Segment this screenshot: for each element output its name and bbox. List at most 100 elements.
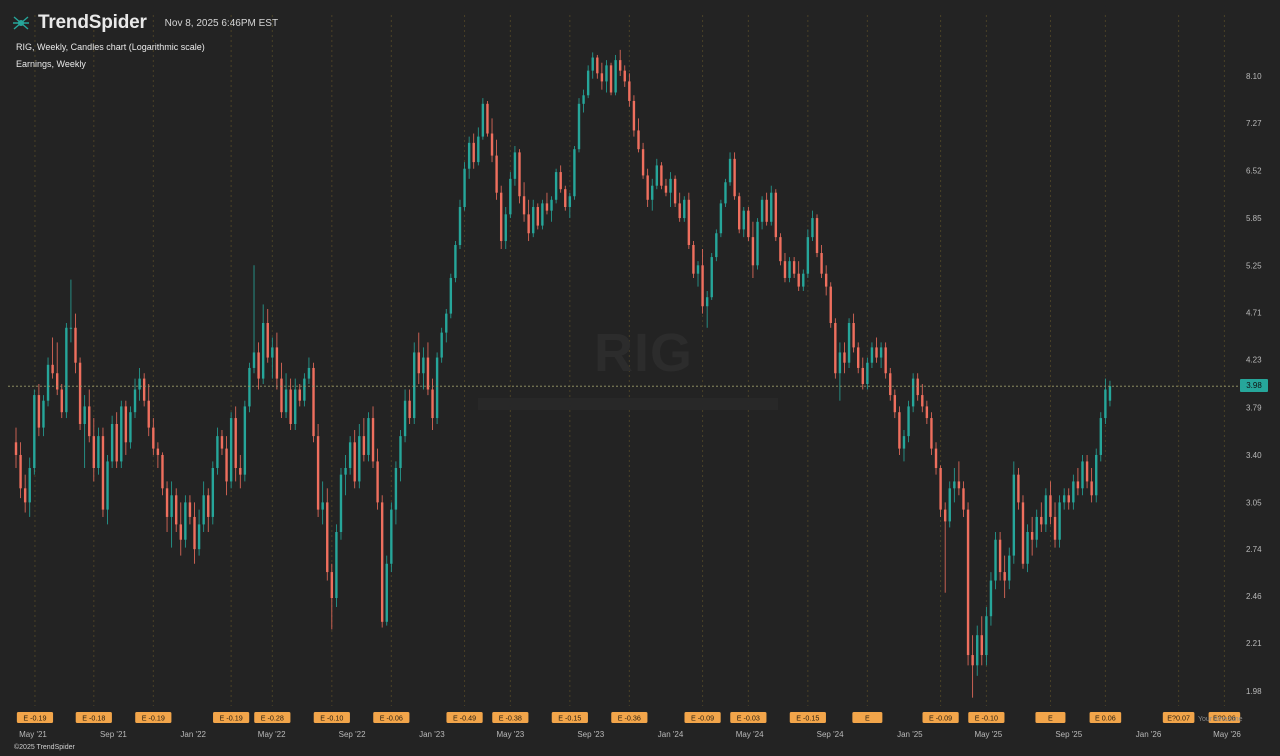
candle	[705, 290, 709, 328]
earnings-badge[interactable]: E -0.06	[373, 712, 410, 723]
candle	[696, 261, 700, 287]
candle	[637, 118, 640, 153]
candle	[829, 282, 832, 328]
x-tick-label: Sep '25	[1055, 730, 1082, 739]
candle-body	[353, 442, 356, 482]
candle-body	[499, 192, 503, 242]
earnings-badge[interactable]: E	[852, 712, 883, 723]
candle-body	[696, 265, 700, 274]
candle	[124, 400, 128, 455]
candle-body	[88, 406, 91, 437]
earnings-badge[interactable]: E -0.09	[922, 712, 959, 723]
candle-body	[422, 357, 425, 374]
earnings-badge[interactable]: E	[1035, 712, 1066, 723]
earnings-badge[interactable]: E -0.03	[730, 712, 767, 723]
candle-body	[559, 172, 562, 190]
candle-body	[834, 323, 837, 374]
candle-body	[660, 165, 663, 186]
earnings-badge[interactable]: E -0.38	[492, 712, 529, 723]
candle	[770, 185, 773, 226]
candle-body	[737, 196, 741, 230]
candle	[390, 502, 393, 573]
candle-body	[495, 155, 498, 193]
earnings-badge-label: E -0.49	[453, 714, 476, 723]
candle	[298, 384, 301, 407]
candle	[51, 337, 54, 379]
earnings-badge[interactable]: E -0.15	[789, 712, 826, 723]
candle	[522, 182, 526, 222]
candle-body	[770, 192, 773, 222]
candle-body	[669, 178, 672, 193]
candle	[893, 389, 897, 419]
candle-body	[97, 436, 100, 468]
timezone-label[interactable]: Your timezone	[1198, 716, 1243, 723]
candle-body	[902, 436, 906, 449]
candle-body	[582, 95, 585, 104]
candle-body	[628, 81, 631, 101]
x-tick-label: Sep '21	[100, 730, 127, 739]
candle	[358, 423, 361, 489]
earnings-badge-bg	[135, 712, 172, 723]
candle-body	[257, 352, 260, 379]
earnings-badge[interactable]: E -0.10	[313, 712, 350, 723]
earnings-badge[interactable]: E -0.10	[968, 712, 1005, 723]
y-tick-label: 5.85	[1246, 214, 1262, 223]
earnings-badge-label: E -0.38	[499, 714, 522, 723]
candle-body	[966, 509, 970, 656]
candle	[719, 199, 723, 238]
candle-body	[92, 436, 96, 468]
earnings-badge[interactable]: E -0.19	[213, 712, 250, 723]
candle-body	[1108, 386, 1112, 401]
candle	[811, 210, 814, 242]
earnings-badge[interactable]: E -0.19	[135, 712, 172, 723]
candle	[916, 373, 919, 401]
earnings-badge[interactable]: E?0.07	[1162, 712, 1195, 723]
earnings-badge-label: E -0.10	[975, 714, 998, 723]
candle	[362, 418, 366, 462]
candle	[74, 313, 77, 374]
earnings-badge[interactable]: E -0.18	[75, 712, 112, 723]
earnings-badge[interactable]: E -0.49	[446, 712, 483, 723]
candle-body	[513, 152, 517, 179]
candle	[646, 168, 649, 208]
earnings-badge-bg	[730, 712, 767, 723]
candle-body	[390, 509, 393, 564]
candle-body	[229, 418, 233, 482]
candle	[998, 531, 1002, 581]
candle-body	[811, 218, 814, 238]
candle-body	[651, 185, 654, 200]
candle	[294, 378, 297, 431]
candle	[440, 327, 443, 363]
candle-body	[294, 389, 297, 424]
indicator-label[interactable]: Earnings, Weekly	[16, 59, 86, 69]
candle-body	[550, 199, 553, 211]
earnings-badge[interactable]: E 0.06	[1089, 712, 1122, 723]
candle	[756, 218, 759, 270]
earnings-badge-bg	[611, 712, 648, 723]
candle	[197, 509, 201, 556]
candle	[42, 395, 45, 437]
candle	[330, 563, 334, 630]
candle	[243, 400, 247, 482]
candle-body	[921, 395, 924, 407]
candle	[870, 342, 874, 368]
candle-body	[78, 362, 82, 424]
candle	[1058, 495, 1061, 548]
candle	[431, 378, 434, 431]
earnings-badge[interactable]: E -0.09	[684, 712, 721, 723]
earnings-badge[interactable]: E -0.36	[611, 712, 648, 723]
earnings-badge-bg	[1162, 712, 1195, 723]
earnings-badge[interactable]: E -0.19	[16, 712, 54, 723]
candle	[83, 395, 86, 468]
candle	[618, 49, 622, 76]
earnings-badge[interactable]: E -0.28	[254, 712, 291, 723]
earnings-badge[interactable]: E -0.15	[551, 712, 588, 723]
symbol-watermark: RIG	[594, 323, 694, 383]
earnings-badge[interactable]: E?0.06	[1208, 712, 1241, 723]
y-tick-label: 8.10	[1246, 72, 1262, 81]
candle-body	[284, 389, 288, 413]
candle-body	[985, 616, 988, 656]
candle	[1044, 488, 1048, 532]
candle	[129, 406, 132, 449]
